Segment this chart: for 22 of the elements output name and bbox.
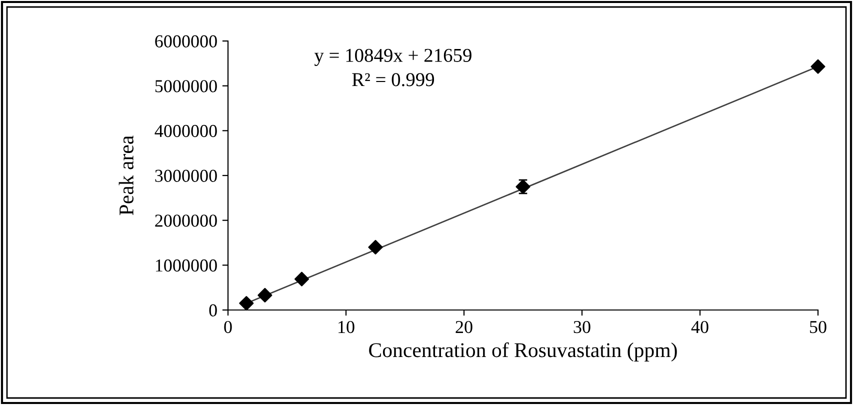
x-tick-label: 20	[456, 320, 472, 334]
x-tick-label: 10	[338, 320, 354, 334]
point	[810, 59, 826, 74]
point	[239, 296, 254, 311]
point	[258, 288, 272, 302]
point	[368, 240, 383, 255]
annotation: y = 10849x + 21659	[314, 48, 472, 66]
y-tick-label: 0	[209, 304, 217, 316]
x-tick-label: 50	[810, 320, 826, 334]
y-tick-label: 4000000	[154, 124, 217, 138]
x-tick-label: 0	[224, 320, 232, 334]
y-tick-label: 3000000	[155, 170, 217, 182]
annotation: R² = 0.999	[352, 73, 434, 86]
y-axis-title: Peak area	[118, 136, 134, 216]
x-tick-label: 40	[691, 320, 708, 334]
y-tick-label: 1000000	[156, 259, 217, 272]
point	[294, 272, 310, 286]
y-tick-label: 2000000	[155, 214, 217, 227]
x-axis-title: Concentration of Rosuvastatin (ppm)	[369, 342, 677, 362]
x-tick-label: 30	[574, 320, 590, 334]
y-tick-label: 5000000	[155, 80, 217, 92]
y-tick-label: 6000000	[155, 35, 217, 48]
